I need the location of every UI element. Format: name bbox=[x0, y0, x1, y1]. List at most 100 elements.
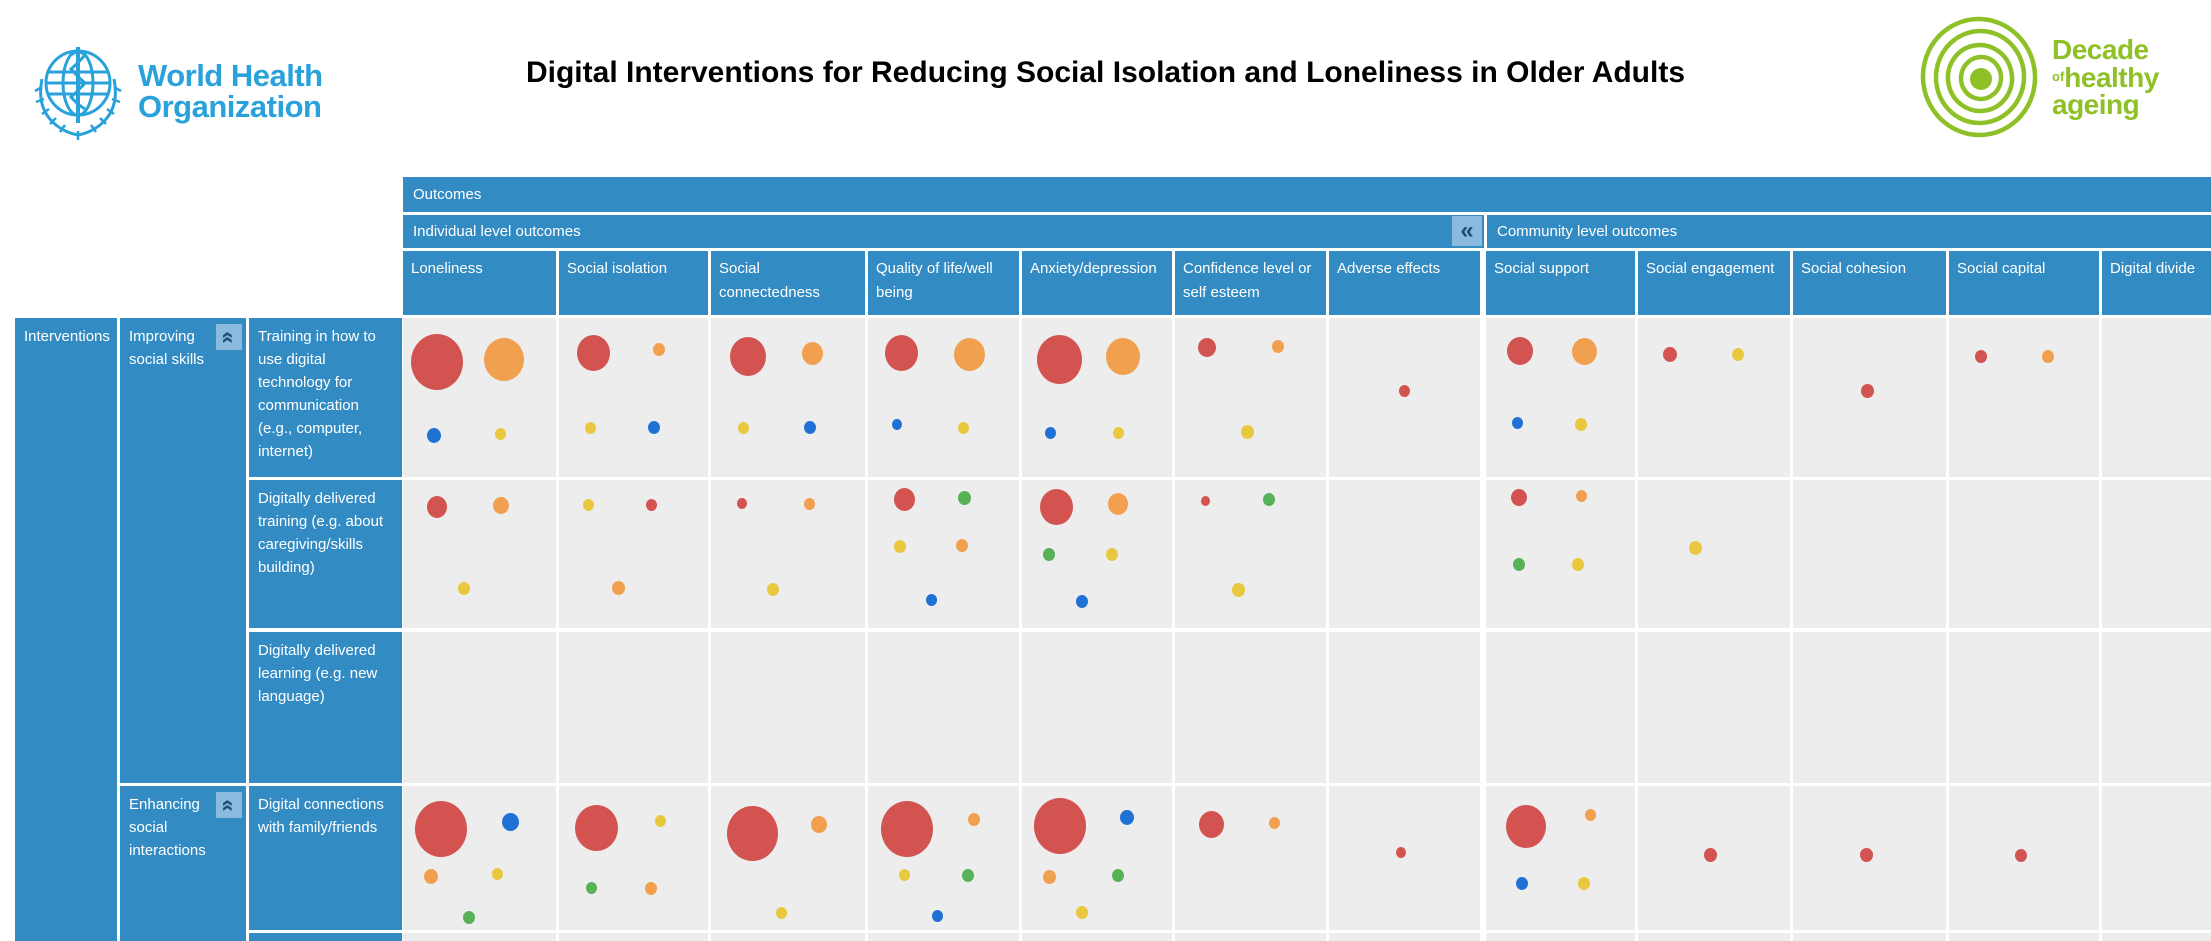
bubble-yellow[interactable] bbox=[1241, 425, 1254, 439]
bubble-red[interactable] bbox=[1199, 811, 1224, 838]
bubble-red[interactable] bbox=[1663, 347, 1677, 362]
bubble-yellow[interactable] bbox=[776, 907, 787, 919]
matrix-cell bbox=[2102, 318, 2211, 477]
bubble-blue[interactable] bbox=[502, 813, 519, 831]
bubble-yellow[interactable] bbox=[1113, 427, 1124, 439]
bubble-red[interactable] bbox=[1860, 848, 1873, 862]
bubble-orange[interactable] bbox=[645, 882, 657, 895]
matrix-cell bbox=[1793, 786, 1946, 930]
bubble-blue[interactable] bbox=[926, 594, 937, 606]
bubble-red[interactable] bbox=[427, 496, 447, 518]
bubble-orange[interactable] bbox=[804, 498, 815, 510]
bubble-yellow[interactable] bbox=[1232, 583, 1245, 597]
collapse-enhancing-social-interactions-button[interactable]: « bbox=[216, 792, 242, 818]
bubble-green[interactable] bbox=[463, 911, 475, 924]
bubble-yellow[interactable] bbox=[585, 422, 596, 434]
bubble-blue[interactable] bbox=[1120, 810, 1134, 825]
bubble-green[interactable] bbox=[586, 882, 597, 894]
bubble-green[interactable] bbox=[1513, 558, 1525, 571]
bubble-red[interactable] bbox=[1861, 384, 1874, 398]
bubble-blue[interactable] bbox=[648, 421, 660, 434]
bubble-red[interactable] bbox=[737, 498, 747, 509]
bubble-red[interactable] bbox=[881, 801, 933, 857]
bubble-orange[interactable] bbox=[653, 343, 665, 356]
bubble-blue[interactable] bbox=[427, 428, 441, 443]
bubble-orange[interactable] bbox=[1108, 493, 1128, 515]
bubble-red[interactable] bbox=[894, 488, 915, 511]
bubble-orange[interactable] bbox=[956, 539, 968, 552]
bubble-yellow[interactable] bbox=[492, 868, 503, 880]
bubble-red[interactable] bbox=[1507, 337, 1533, 365]
bubble-red[interactable] bbox=[1037, 335, 1082, 384]
bubble-red[interactable] bbox=[1399, 385, 1410, 397]
bubble-red[interactable] bbox=[575, 805, 618, 851]
bubble-yellow[interactable] bbox=[1578, 877, 1590, 890]
bubble-yellow[interactable] bbox=[894, 540, 906, 553]
row-group-enhancing-social-interactions-label: Enhancing social interactions bbox=[129, 796, 206, 859]
bubble-blue[interactable] bbox=[892, 419, 902, 430]
bubble-yellow[interactable] bbox=[495, 428, 506, 440]
bubble-red[interactable] bbox=[1201, 496, 1210, 506]
bubble-orange[interactable] bbox=[811, 816, 827, 833]
bubble-yellow[interactable] bbox=[767, 583, 779, 596]
bubble-yellow[interactable] bbox=[1689, 541, 1702, 555]
bubble-orange[interactable] bbox=[802, 342, 823, 365]
collapse-individual-outcomes-button[interactable]: « bbox=[1452, 216, 1482, 246]
bubble-blue[interactable] bbox=[1516, 877, 1528, 890]
bubble-green[interactable] bbox=[1263, 493, 1275, 506]
bubble-orange[interactable] bbox=[612, 581, 625, 595]
bubble-red[interactable] bbox=[885, 335, 918, 371]
bubble-orange[interactable] bbox=[954, 338, 985, 371]
bubble-green[interactable] bbox=[958, 491, 971, 505]
bubble-red[interactable] bbox=[646, 499, 657, 511]
bubble-red[interactable] bbox=[2015, 849, 2027, 862]
bubble-red[interactable] bbox=[1511, 489, 1527, 506]
bubble-yellow[interactable] bbox=[1732, 348, 1744, 361]
bubble-red[interactable] bbox=[1040, 489, 1073, 525]
bubble-orange[interactable] bbox=[1106, 338, 1140, 375]
bubble-green[interactable] bbox=[1112, 869, 1124, 882]
bubble-orange[interactable] bbox=[2042, 350, 2054, 363]
bubble-yellow[interactable] bbox=[958, 422, 969, 434]
bubble-blue[interactable] bbox=[1045, 427, 1056, 439]
bubble-yellow[interactable] bbox=[1572, 558, 1584, 571]
bubble-orange[interactable] bbox=[493, 497, 509, 514]
bubble-red[interactable] bbox=[415, 801, 467, 857]
bubble-red[interactable] bbox=[1396, 847, 1406, 858]
bubble-yellow[interactable] bbox=[583, 499, 594, 511]
bubble-orange[interactable] bbox=[1576, 490, 1587, 502]
bubble-orange[interactable] bbox=[1572, 338, 1597, 365]
bubble-blue[interactable] bbox=[1076, 595, 1088, 608]
bubble-orange[interactable] bbox=[1272, 340, 1284, 353]
bubble-orange[interactable] bbox=[424, 869, 438, 884]
bubble-blue[interactable] bbox=[932, 910, 943, 922]
bubble-orange[interactable] bbox=[968, 813, 980, 826]
bubble-yellow[interactable] bbox=[899, 869, 910, 881]
bubble-orange[interactable] bbox=[1269, 817, 1280, 829]
bubble-yellow[interactable] bbox=[1575, 418, 1587, 431]
bubble-orange[interactable] bbox=[1585, 809, 1596, 821]
bubble-red[interactable] bbox=[1034, 798, 1086, 854]
bubble-red[interactable] bbox=[1975, 350, 1987, 363]
bubble-red[interactable] bbox=[730, 337, 766, 376]
bubble-red[interactable] bbox=[727, 806, 778, 861]
collapse-improving-social-skills-button[interactable]: « bbox=[216, 324, 242, 350]
bubble-green[interactable] bbox=[962, 869, 974, 882]
bubble-green[interactable] bbox=[1043, 548, 1055, 561]
bubble-red[interactable] bbox=[1506, 805, 1546, 848]
bubble-yellow[interactable] bbox=[738, 422, 749, 434]
bubble-yellow[interactable] bbox=[458, 582, 470, 595]
bubble-red[interactable] bbox=[411, 334, 463, 390]
bubble-yellow[interactable] bbox=[1076, 906, 1088, 919]
bubble-red[interactable] bbox=[1704, 848, 1717, 862]
bubble-yellow[interactable] bbox=[1106, 548, 1118, 561]
bubble-orange[interactable] bbox=[484, 338, 524, 381]
bubble-yellow[interactable] bbox=[655, 815, 666, 827]
matrix-cell bbox=[1486, 480, 1635, 628]
bubble-blue[interactable] bbox=[1512, 417, 1523, 429]
bubble-orange[interactable] bbox=[1043, 870, 1056, 884]
matrix-cell bbox=[559, 933, 708, 941]
bubble-red[interactable] bbox=[1198, 338, 1216, 357]
bubble-blue[interactable] bbox=[804, 421, 816, 434]
bubble-red[interactable] bbox=[577, 335, 610, 371]
